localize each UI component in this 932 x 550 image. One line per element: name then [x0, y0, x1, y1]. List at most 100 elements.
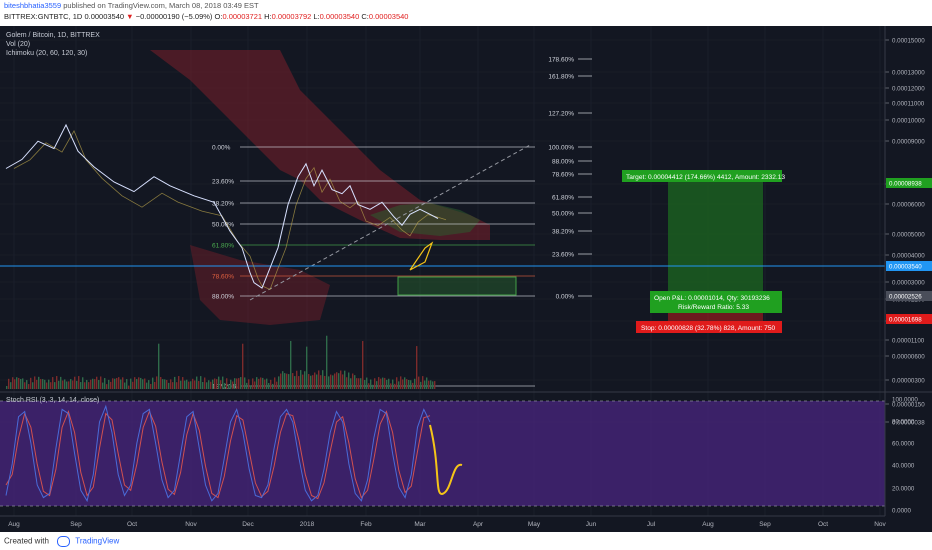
- volume-bar: [182, 377, 184, 389]
- volume-bar: [330, 374, 332, 389]
- volume-bar: [216, 379, 218, 389]
- fib-left-level-label: 61.80%: [212, 243, 234, 250]
- volume-bar: [36, 379, 38, 389]
- target-label-bg: [622, 170, 782, 182]
- fib-extension-right: 178.60% 161.80% 127.20% 100.00% 88.00% 78.60%…: [548, 57, 592, 301]
- high-label: H:: [264, 12, 272, 21]
- volume-bar: [310, 375, 312, 389]
- volume-bar: [200, 376, 202, 389]
- fib-retracement-left: 0.00% 23.60% 38.20% 50.00% 61.80% 78.60% 88.00…: [212, 145, 535, 391]
- volume-bar: [346, 377, 348, 389]
- volume-bar: [350, 378, 352, 389]
- y-tick-label: 0.00003000: [892, 280, 925, 287]
- volume-bar: [334, 373, 336, 389]
- volume-bar: [64, 379, 66, 389]
- volume-bar: [344, 370, 346, 389]
- volume-bar: [374, 378, 376, 389]
- volume-bar: [390, 383, 392, 389]
- volume-bar: [418, 376, 420, 389]
- current-price-value: 0.00003540: [889, 264, 922, 271]
- ichimoku-baseline: [13, 129, 447, 291]
- entry-price-tag: [886, 291, 932, 301]
- volume-bar: [352, 373, 354, 389]
- fib-left-level-label: 50.00%: [212, 222, 234, 229]
- volume-bar: [336, 372, 338, 389]
- volume-bar: [174, 376, 176, 389]
- volume-bar: [124, 382, 126, 389]
- volume-bar: [6, 386, 8, 389]
- volume-bar: [190, 381, 192, 389]
- y-tick-label: 0.00000300: [892, 378, 925, 385]
- volume-bar: [246, 382, 248, 389]
- volume-bar: [70, 379, 72, 389]
- volume-bar: [232, 381, 234, 389]
- volume-bar: [322, 370, 324, 389]
- legend-stoch: Stoch RSI (3, 3, 14, 14, close): [6, 397, 99, 404]
- volume-bar: [150, 383, 152, 389]
- volume-bar: [142, 379, 144, 389]
- price-chart[interactable]: 0.00% 23.60% 38.20% 50.00% 61.80% 78.60% 88.00…: [0, 26, 932, 532]
- volume-bar: [94, 379, 96, 389]
- volume-bar: [318, 370, 320, 389]
- volume-bar: [292, 373, 294, 389]
- ichimoku-cloud-bullish: [370, 203, 480, 236]
- volume-bar: [40, 379, 42, 389]
- volume-bar: [264, 379, 266, 389]
- volume-bar: [320, 375, 322, 389]
- volume-bar: [378, 377, 380, 389]
- volume-bar: [156, 376, 158, 389]
- volume-bar: [60, 376, 62, 389]
- volume-bar: [400, 376, 402, 389]
- time-axis[interactable]: Aug Sep Oct Nov Dec 2018 Feb Mar Apr May Jun Jul Aug…: [0, 515, 887, 528]
- fib-left-level-label: 0.00%: [212, 145, 231, 152]
- volume-bar: [244, 377, 246, 389]
- volume-bar: [412, 382, 414, 389]
- stoch-tick-label: 40.0000: [892, 463, 915, 470]
- fib-right-level-label: 38.20%: [552, 229, 574, 236]
- volume-bar: [50, 382, 52, 389]
- tradingview-link[interactable]: TradingView: [75, 536, 120, 546]
- x-tick-label: Feb: [360, 521, 372, 528]
- volume-bar: [218, 376, 220, 389]
- volume-bar: [340, 370, 342, 389]
- volume-bar: [24, 382, 26, 389]
- volume-bar: [410, 380, 412, 389]
- volume-bar: [356, 378, 358, 389]
- y-tick-label: 0.00001100: [892, 338, 925, 345]
- volume-bar: [324, 375, 326, 389]
- symbol-label: BITTREX:GNTBTC, 1D: [4, 12, 83, 21]
- volume-bar: [76, 380, 78, 389]
- last-price: 0.00003540: [84, 12, 125, 21]
- volume-bar: [58, 380, 60, 389]
- volume-bar: [304, 371, 306, 389]
- volume-bar: [132, 381, 134, 389]
- volume-bar: [198, 381, 200, 389]
- stoch-tick-label: 80.0000: [892, 419, 915, 426]
- volume-bar: [10, 382, 12, 389]
- volume-bar: [420, 381, 422, 389]
- y-tick-label: 0.00006000: [892, 202, 925, 209]
- volume-bar: [112, 378, 114, 389]
- volume-bar: [286, 373, 288, 389]
- volume-bar: [316, 374, 318, 389]
- username-link[interactable]: biteshbhatia3559: [4, 1, 62, 10]
- volume-bar: [84, 382, 86, 389]
- volume-bar: [194, 380, 196, 389]
- volume-bar: [134, 377, 136, 389]
- volume-bar: [38, 376, 40, 389]
- volume-bar: [408, 379, 410, 389]
- volume-bar: [370, 379, 372, 389]
- volume-bar: [148, 380, 150, 389]
- volume-bar: [240, 377, 242, 389]
- price-axis[interactable]: 0.00015000 0.00013000 0.00012000 0.00011000…: [885, 38, 932, 427]
- y-tick-label: 0.00004000: [892, 253, 925, 260]
- fib-right-level-label: 23.60%: [552, 252, 574, 259]
- publish-line: biteshbhatia3559 published on TradingVie…: [4, 1, 259, 10]
- volume-bar: [260, 377, 262, 389]
- low-label: L:: [313, 12, 320, 21]
- volume-bar: [138, 377, 140, 389]
- rr-label: Risk/Reward Ratio: 5.33: [678, 304, 749, 311]
- close-label: C:: [361, 12, 369, 21]
- volume-bar: [186, 379, 188, 389]
- volume-bar: [238, 378, 240, 389]
